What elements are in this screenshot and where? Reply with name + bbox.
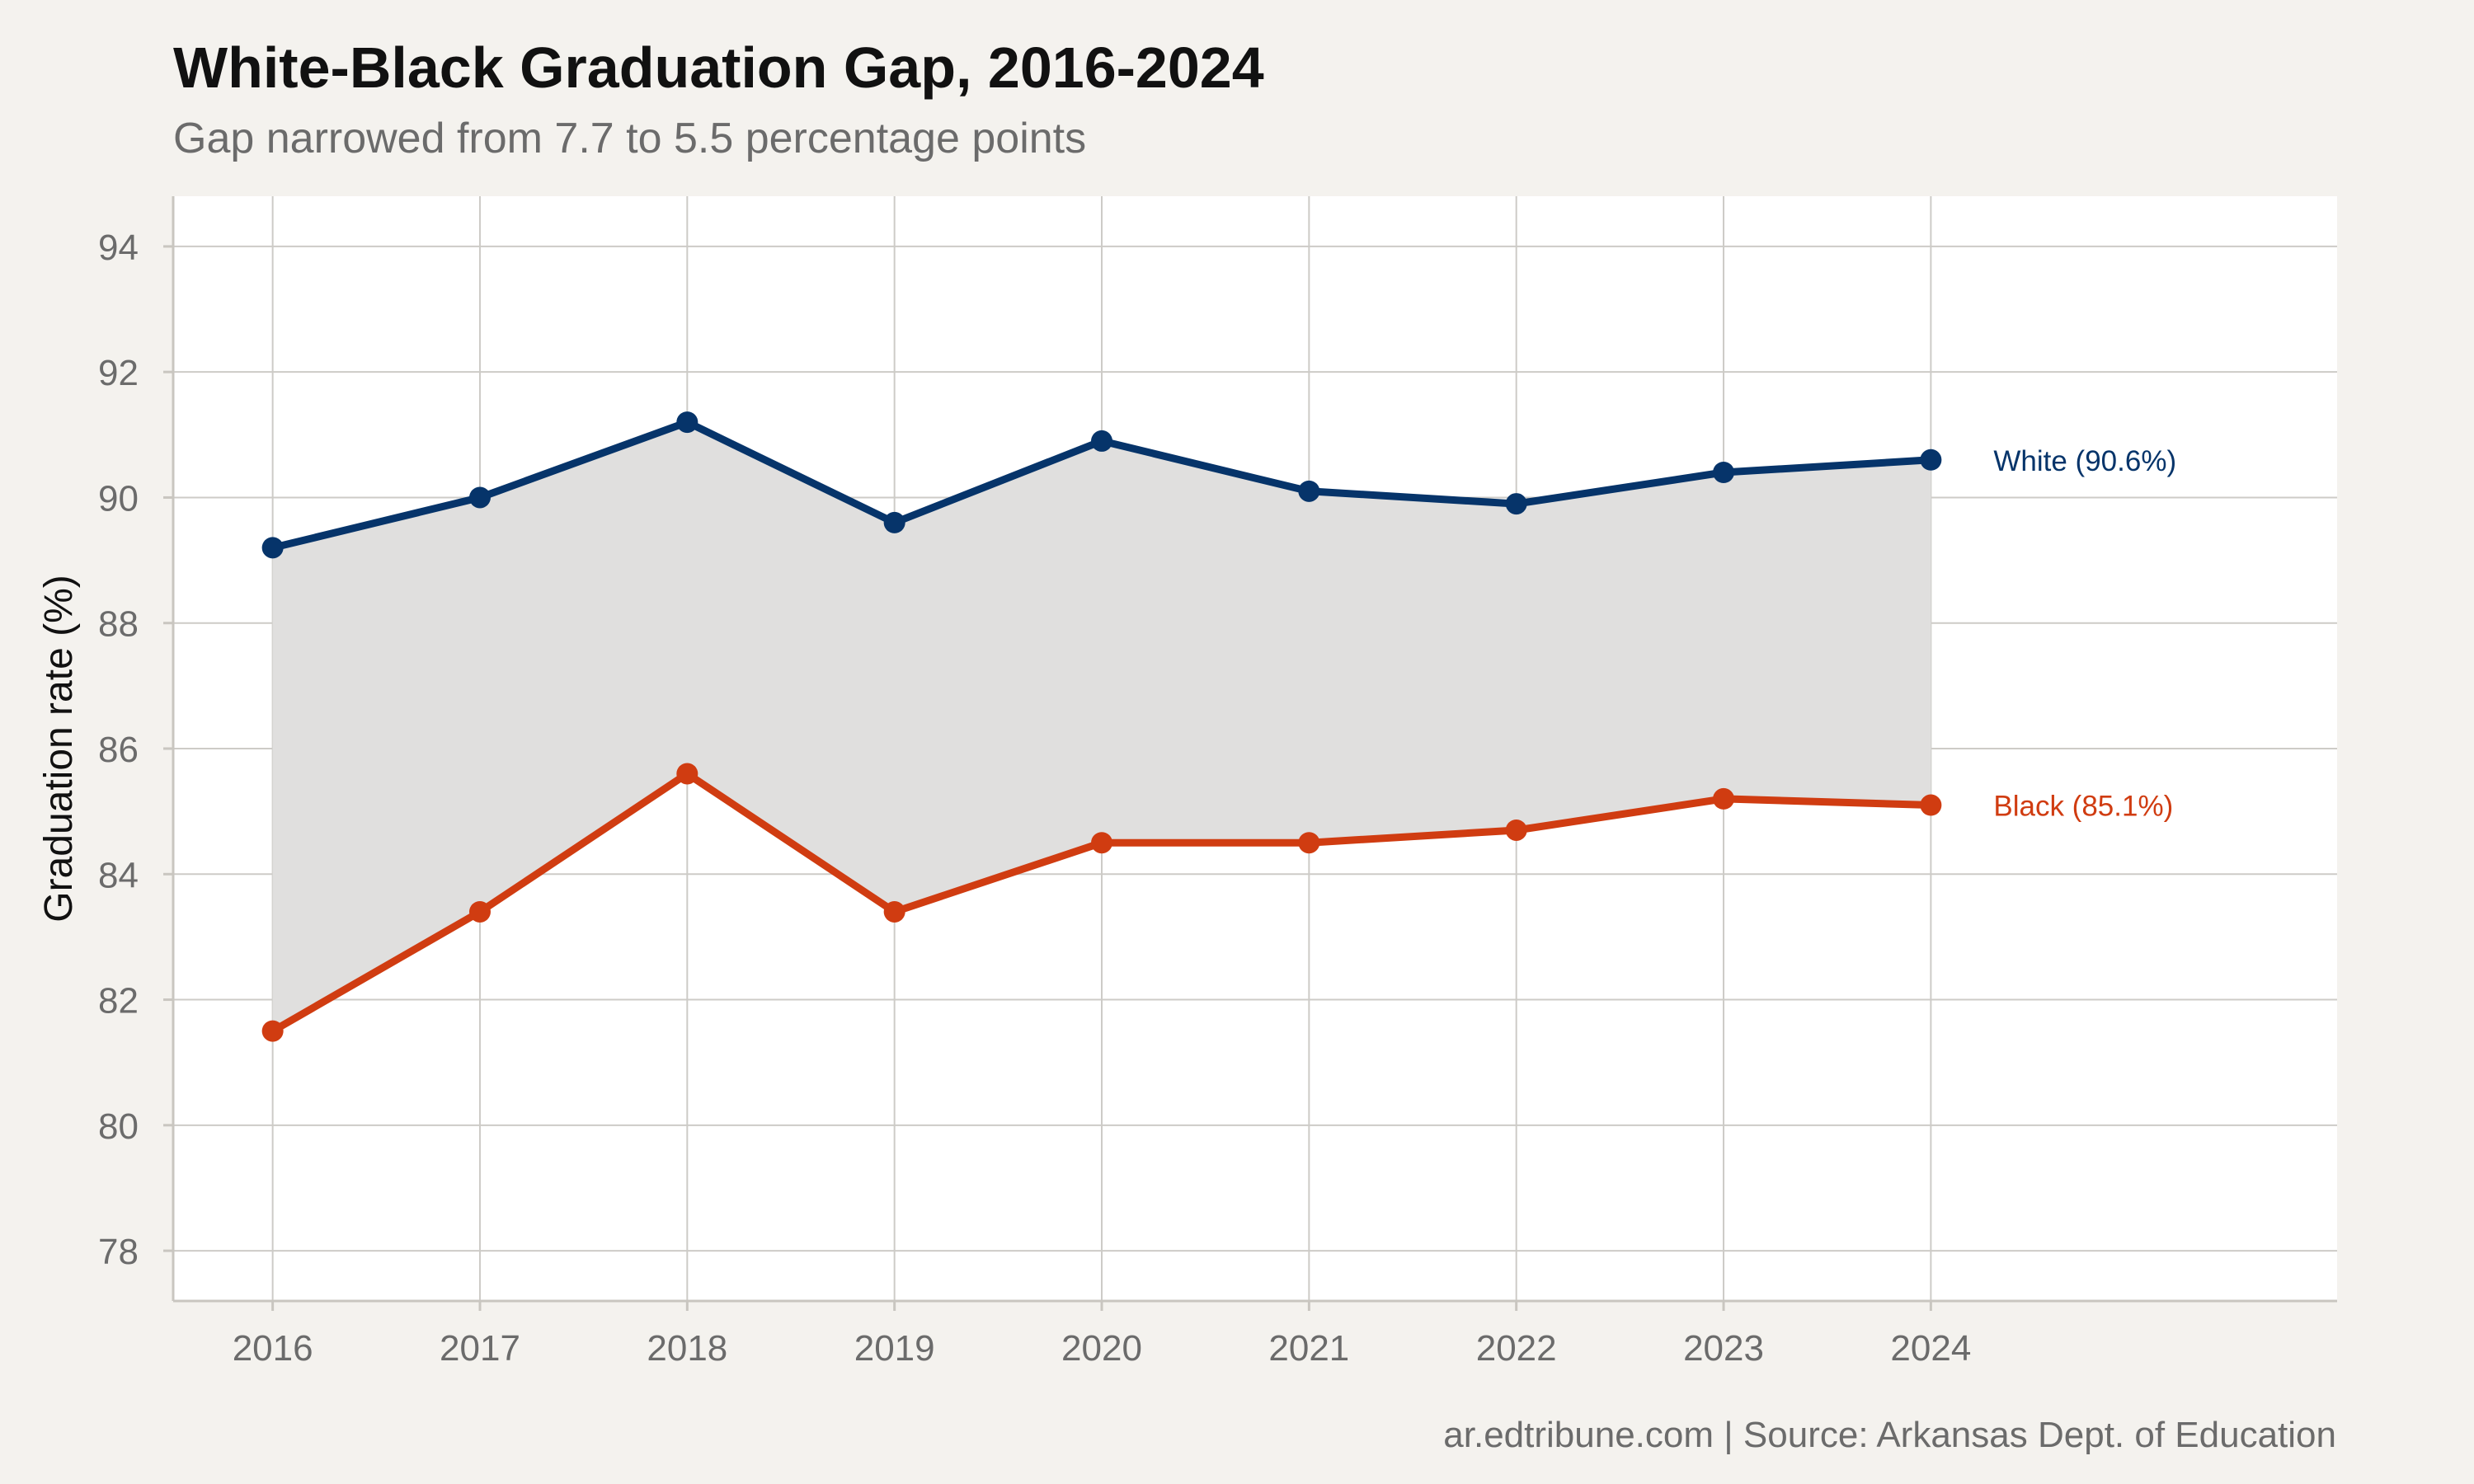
- y-axis-label: Graduation rate (%): [37, 575, 81, 923]
- white-data-point: [1298, 480, 1320, 502]
- black-data-point: [676, 763, 698, 785]
- y-tick-label: 84: [98, 855, 139, 895]
- x-tick-label: 2017: [440, 1328, 520, 1369]
- series-layer: White (90.6%) Black (85.1%): [261, 411, 2176, 1042]
- x-tick-label: 2021: [1268, 1328, 1349, 1369]
- white-end-label: White (90.6%): [1993, 445, 2176, 477]
- x-tick-label: 2018: [647, 1328, 727, 1369]
- x-tick-label: 2022: [1476, 1328, 1557, 1369]
- white-data-point: [883, 511, 905, 533]
- y-tick-label: 88: [98, 604, 139, 645]
- black-data-point: [261, 1020, 284, 1042]
- x-tick-label: 2019: [854, 1328, 935, 1369]
- y-tick-label: 92: [98, 353, 139, 393]
- chart-subtitle: Gap narrowed from 7.7 to 5.5 percentage …: [173, 115, 1087, 162]
- y-tick-label: 90: [98, 478, 139, 519]
- y-tick-label: 94: [98, 228, 139, 268]
- x-tick-label: 2023: [1683, 1328, 1764, 1369]
- y-tick-label: 82: [98, 981, 139, 1021]
- x-tick-label: 2024: [1890, 1328, 1971, 1369]
- black-data-point: [1091, 832, 1113, 854]
- y-tick-label: 80: [98, 1106, 139, 1147]
- chart-caption: ar.edtribune.com | Source: Arkansas Dept…: [1443, 1415, 2336, 1455]
- black-data-point: [468, 900, 491, 923]
- white-data-point: [468, 486, 491, 509]
- black-data-point: [1713, 787, 1735, 810]
- x-tick-label: 2020: [1061, 1328, 1142, 1369]
- x-axis-ticks: 2016 2017 2018 2019 2020 2021 2022 2023 2024: [233, 1301, 1971, 1369]
- white-data-point: [1505, 493, 1527, 515]
- x-tick-label: 2016: [233, 1328, 313, 1369]
- y-axis-ticks: 78 80 82 84 86 88 90 92 94: [98, 228, 173, 1272]
- black-data-point: [1505, 819, 1527, 841]
- gap-shaded-area: [272, 422, 1931, 1031]
- black-end-label: Black (85.1%): [1993, 791, 2173, 823]
- white-data-point: [261, 537, 284, 559]
- chart-title: White-Black Graduation Gap, 2016-2024: [173, 35, 1264, 100]
- y-tick-label: 86: [98, 730, 139, 770]
- white-data-point: [676, 411, 698, 434]
- white-data-point: [1920, 448, 1942, 471]
- y-tick-label: 78: [98, 1232, 139, 1272]
- black-data-point: [883, 900, 905, 923]
- white-data-point: [1713, 462, 1735, 483]
- white-data-point: [1091, 430, 1113, 452]
- black-data-point: [1298, 832, 1320, 854]
- black-data-point: [1920, 794, 1942, 816]
